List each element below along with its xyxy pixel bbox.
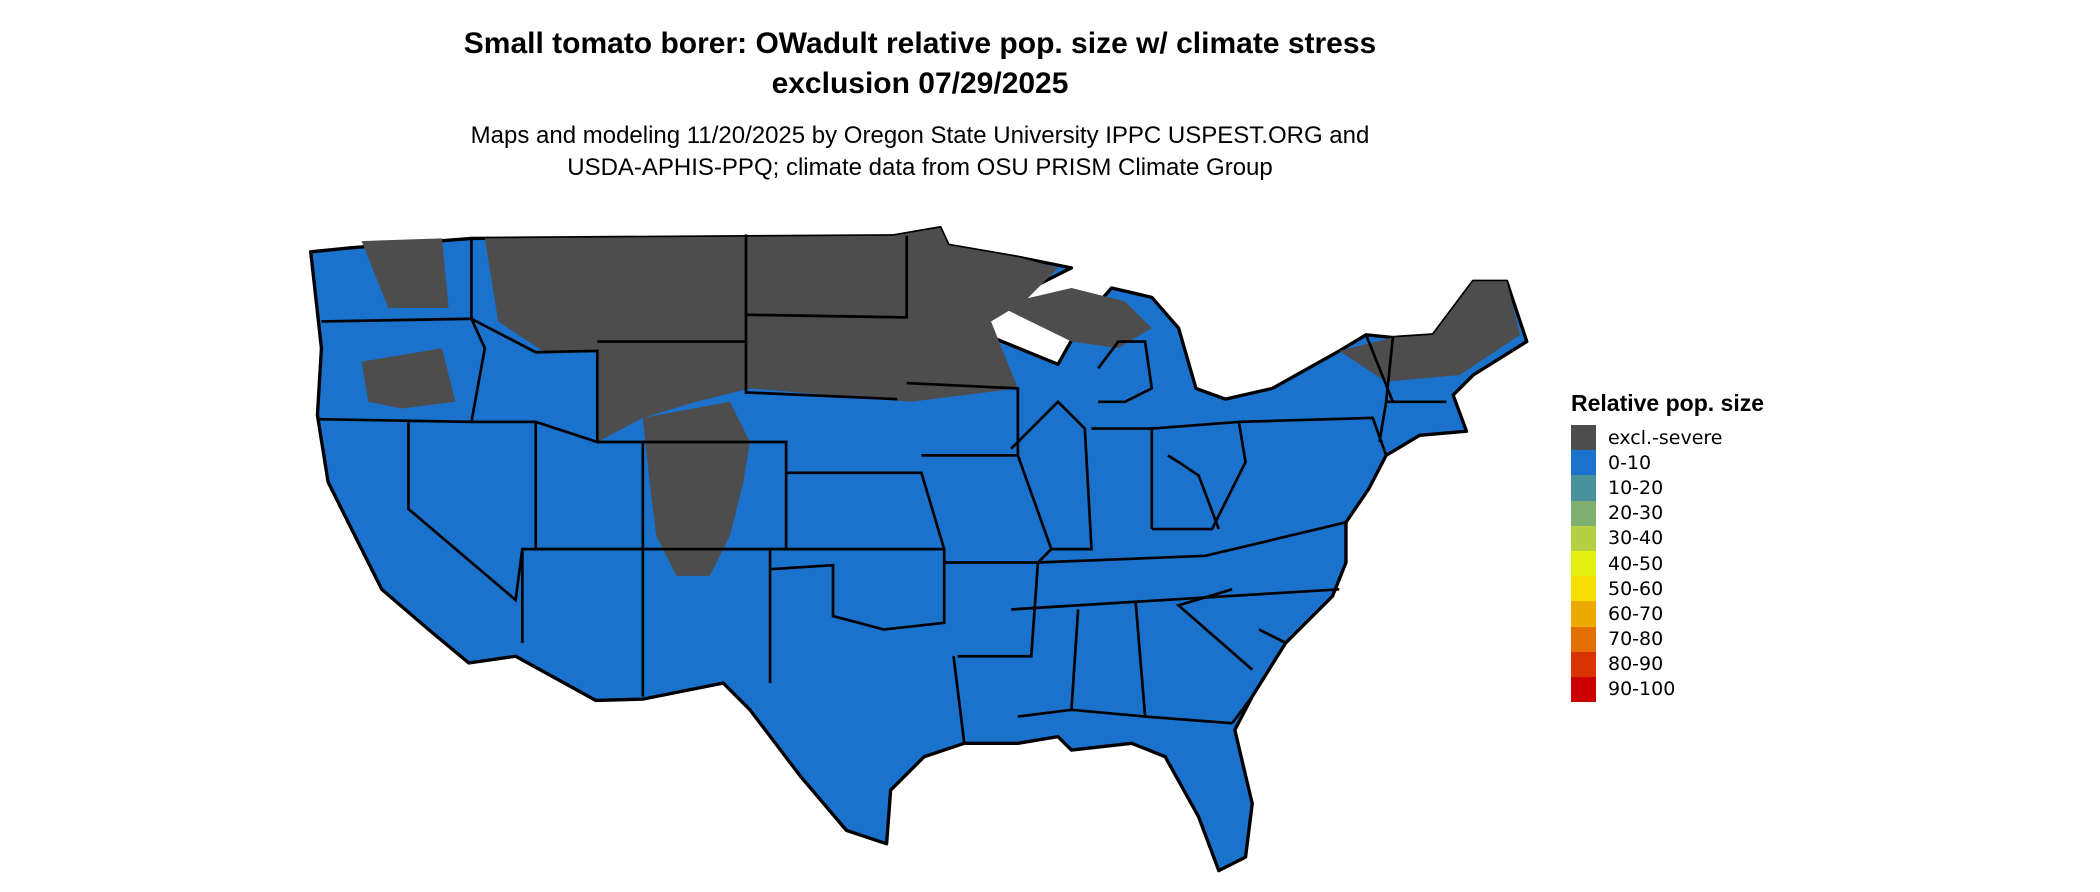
legend-label: 30-40 [1608, 527, 1664, 550]
legend-item: 70-80 [1571, 626, 1764, 652]
legend-item: excl.-severe [1571, 425, 1764, 451]
legend-label: 90-100 [1608, 678, 1676, 701]
legend-swatch [1571, 626, 1596, 652]
legend-swatch [1571, 500, 1596, 526]
legend-swatch [1571, 550, 1596, 577]
legend-label: 0-10 [1608, 451, 1652, 474]
subtitle-line-1: Maps and modeling 11/20/2025 by Oregon S… [470, 122, 1370, 149]
state-borders [318, 234, 1447, 744]
legend-swatch [1571, 651, 1596, 677]
legend-label: 50-60 [1608, 577, 1664, 600]
legend-item: 30-40 [1571, 525, 1764, 551]
subtitle-line-2: USDA-APHIS-PPQ; climate data from OSU PR… [567, 154, 1273, 181]
legend: Relative pop. size excl.-severe 0-10 10-20… [1571, 390, 1765, 703]
legend-label: 20-30 [1608, 502, 1664, 525]
legend-label: 60-70 [1608, 602, 1664, 625]
legend-swatch [1571, 475, 1596, 501]
map-title: Small tomato borer: OWadult relative pop… [0, 24, 1840, 104]
title-line-1: Small tomato borer: OWadult relative pop… [463, 27, 1377, 60]
legend-label: 40-50 [1608, 552, 1664, 575]
legend-label: 70-80 [1608, 628, 1664, 651]
legend-swatch [1571, 425, 1596, 451]
legend-title: Relative pop. size [1571, 390, 1765, 416]
legend-item: 60-70 [1571, 601, 1764, 627]
legend-swatch [1571, 601, 1596, 627]
legend-item: 90-100 [1571, 676, 1764, 703]
legend-label: 80-90 [1608, 653, 1664, 676]
legend-item: 0-10 [1571, 450, 1764, 476]
legend-item: 10-20 [1571, 475, 1764, 501]
excluded-regions [361, 227, 1521, 576]
legend-label: 10-20 [1608, 476, 1664, 499]
legend-swatch [1571, 450, 1596, 476]
legend-label: excl.-severe [1608, 426, 1723, 449]
legend-item: 20-30 [1571, 500, 1764, 526]
legend-item: 80-90 [1571, 651, 1764, 677]
legend-swatch [1571, 676, 1596, 703]
legend-items: excl.-severe 0-10 10-20 20-30 30-40 40-50 50-6… [1571, 425, 1764, 703]
map-subtitle: Maps and modeling 11/20/2025 by Oregon S… [0, 120, 1840, 184]
legend-item: 40-50 [1571, 550, 1764, 577]
legend-swatch [1571, 576, 1596, 602]
legend-item: 50-60 [1571, 576, 1764, 602]
legend-swatch [1571, 525, 1596, 551]
title-line-2: exclusion 07/29/2025 [771, 67, 1069, 100]
